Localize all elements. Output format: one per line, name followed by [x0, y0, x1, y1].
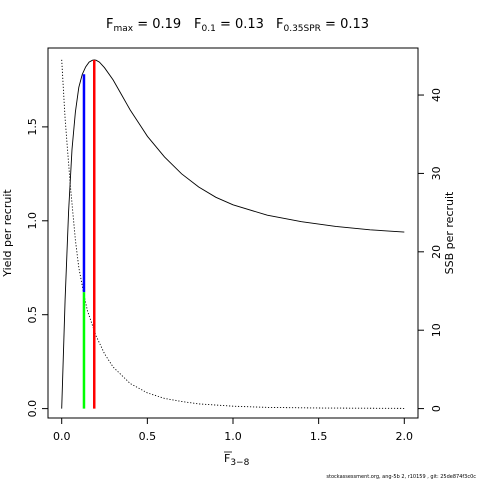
chart-title: Fmax = 0.19 F0.1 = 0.13 F0.35SPR = 0.13	[106, 17, 369, 34]
y-left-tick-label: 1.5	[26, 118, 39, 135]
y-right-tick-label: 10	[430, 323, 443, 337]
footer-text: stockassessment.org, ang-5b 2, r10159 , …	[326, 474, 476, 480]
y-axis-label-right: SSB per recruit	[443, 191, 456, 274]
title-f01-value: = 0.13	[216, 17, 264, 32]
plot-frame	[47, 47, 419, 419]
axis-ticks: 0.0 0.5 1.0 1.5 2.0 0.0 0.5 1.0 1.5 0 10 20 30 40	[26, 88, 443, 443]
title-fspr-sub: 0.35SPR	[283, 24, 320, 34]
x-tick-label: 1.0	[224, 430, 242, 443]
title-fspr-main: F	[276, 17, 283, 32]
y-right-tick-label: 40	[430, 88, 443, 102]
x-tick-label: 1.5	[310, 430, 328, 443]
reference-lines	[82, 60, 96, 409]
title-fmax-sub: max	[113, 24, 133, 34]
x-axis-label-sub: 3−8	[230, 458, 249, 468]
series-layer	[61, 59, 405, 409]
y-right-tick-label: 30	[430, 166, 443, 180]
title-fspr: F0.35SPR = 0.13	[276, 17, 369, 34]
title-fmax-main: F	[106, 17, 113, 32]
yield-per-recruit-line	[61, 59, 405, 409]
title-f01: F0.1 = 0.13	[194, 17, 264, 34]
title-fmax-value: = 0.19	[133, 17, 181, 32]
y-left-tick-label: 0.5	[26, 306, 39, 324]
y-right-tick-label: 20	[430, 245, 443, 259]
x-axis-label: F3−8	[224, 451, 250, 468]
ssb-per-recruit-line	[61, 59, 405, 409]
title-fmax: Fmax = 0.19	[106, 17, 181, 34]
y-left-tick-label: 1.0	[26, 212, 39, 230]
x-tick-label: 2.0	[396, 430, 414, 443]
x-axis-label-main: F	[224, 452, 230, 465]
y-left-tick-label: 0.0	[26, 400, 39, 418]
title-f01-main: F	[194, 17, 201, 32]
x-tick-label: 0.0	[53, 430, 71, 443]
title-fspr-value: = 0.13	[321, 17, 369, 32]
x-axis-label-text: F3−8	[224, 452, 250, 468]
y-axis-label-left: Yield per recruit	[1, 189, 14, 278]
title-f01-sub: 0.1	[201, 24, 215, 34]
y-right-tick-label: 0	[430, 405, 443, 412]
x-tick-label: 0.5	[139, 430, 157, 443]
